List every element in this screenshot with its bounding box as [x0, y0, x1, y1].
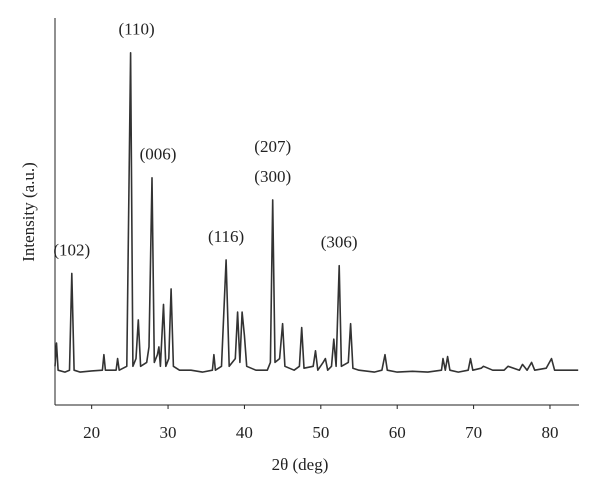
x-tick-label: 50 [312, 423, 329, 442]
peak-label: (116) [208, 227, 244, 246]
x-tick-label: 20 [83, 423, 100, 442]
x-tick-label: 40 [236, 423, 253, 442]
peak-label: (300) [254, 167, 291, 186]
x-tick-label: 60 [389, 423, 406, 442]
spectrum-line [54, 52, 579, 373]
x-tick-label: 70 [465, 423, 482, 442]
peak-label: (110) [119, 20, 155, 39]
peak-label: (006) [140, 145, 177, 164]
peak-label: (207) [254, 137, 291, 156]
x-tick-label: 80 [541, 423, 558, 442]
x-tick-label: 30 [160, 423, 177, 442]
x-axis-label: 2θ (deg) [272, 455, 329, 474]
y-axis-label: Intensity (a.u.) [19, 162, 38, 262]
peak-label: (102) [53, 240, 90, 259]
peak-label: (306) [321, 233, 358, 252]
